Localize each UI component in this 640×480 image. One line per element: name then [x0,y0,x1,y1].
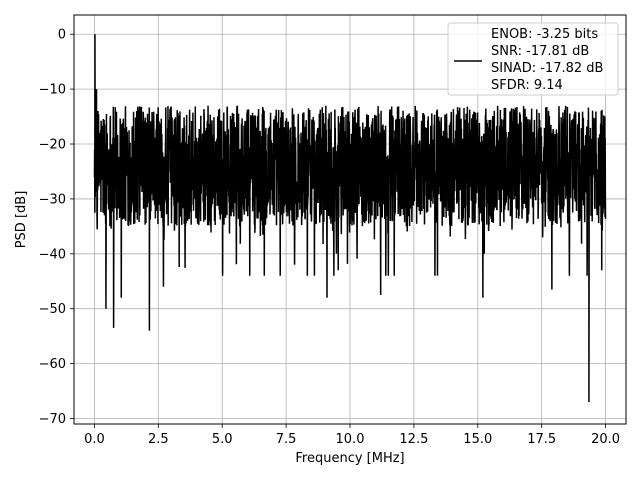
y-tick-label: −70 [39,412,66,427]
legend-entry-snr: SNR: -17.81 dB [491,44,589,59]
y-tick-label: −10 [39,83,66,98]
x-tick-label: 0.0 [84,432,105,447]
y-tick-label: −60 [39,357,66,372]
y-tick-label: −30 [39,192,66,207]
x-tick-label: 20.0 [591,432,620,447]
legend-entry-enob: ENOB: -3.25 bits [491,27,598,42]
x-tick-label: 17.5 [527,432,556,447]
x-tick-label: 12.5 [399,432,428,447]
x-tick-label: 10.0 [336,432,365,447]
y-tick-label: −40 [39,247,66,262]
y-tick-label: −50 [39,302,66,317]
y-tick-label: −20 [39,138,66,153]
x-axis-ticks: 0.0 2.5 5.0 7.5 10.0 12.5 15.0 17.5 20.0 [84,424,620,447]
x-tick-label: 7.5 [276,432,297,447]
x-axis-label: Frequency [MHz] [295,451,404,466]
y-tick-label: 0 [58,28,66,43]
legend-box [447,22,619,96]
legend: ENOB: -3.25 bits SNR: -17.81 dB SINAD: -… [447,22,619,96]
x-tick-label: 5.0 [212,432,233,447]
y-axis-label: PSD [dB] [14,191,29,249]
y-axis-ticks: 0 −10 −20 −30 −40 −50 −60 −70 [39,28,74,427]
legend-entry-sfdr: SFDR: 9.14 [491,78,563,93]
plot-area [93,34,607,403]
psd-series-line [93,34,607,403]
x-tick-label: 2.5 [148,432,169,447]
x-tick-label: 15.0 [463,432,492,447]
legend-entry-sinad: SINAD: -17.82 dB [491,61,603,76]
